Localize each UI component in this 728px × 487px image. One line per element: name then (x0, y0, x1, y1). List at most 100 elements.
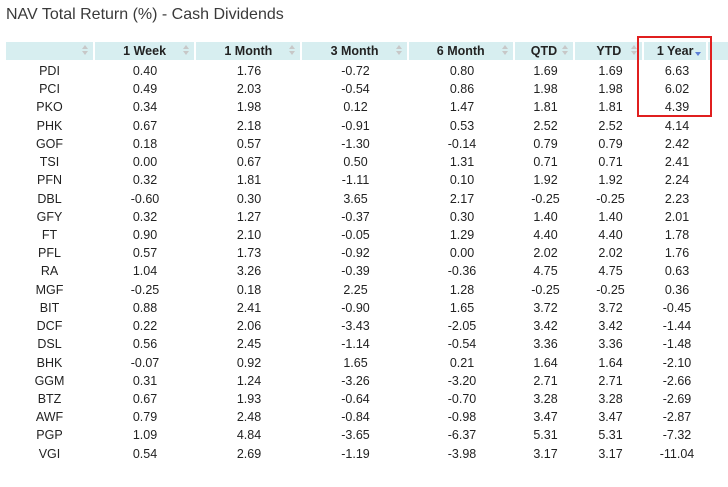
value-cell-3-month: -1.11 (341, 173, 370, 188)
table-row: RA 1.04 3.26 -0.39 -0.36 4.75 4.75 0.63 (6, 262, 728, 280)
value-cell-3-month: -1.30 (341, 136, 370, 151)
ticker-cell: TSI (39, 155, 60, 170)
value-cell-1-month: 2.03 (236, 82, 262, 97)
column-header-1-month[interactable]: 1 Month (196, 42, 301, 60)
ticker-cell: PGP (36, 428, 63, 443)
value-cell-ytd: 3.72 (598, 300, 623, 315)
value-cell-1-month: 2.06 (236, 319, 262, 334)
column-header-3-month[interactable]: 3 Month (302, 42, 407, 60)
table-row: GGM 0.31 1.24 -3.26 -3.20 2.71 2.71 -2.66 (6, 372, 728, 390)
table-row: DCF 0.22 2.06 -3.43 -2.05 3.42 3.42 -1.44 (6, 317, 728, 335)
value-cell-qtd: 1.81 (533, 100, 558, 115)
ticker-cell: BHK (36, 355, 63, 370)
value-cell-3-month: -3.43 (341, 319, 370, 334)
value-cell-1-week: 0.00 (132, 155, 158, 170)
ticker-cell: GOF (35, 136, 64, 151)
value-cell-1-year: 6.02 (664, 82, 690, 97)
value-cell-6-month: -3.98 (447, 446, 477, 461)
value-cell-1-year: -11.04 (659, 446, 695, 461)
table-row: PDI 0.40 1.76 -0.72 0.80 1.69 1.69 6.63 (6, 62, 728, 80)
ticker-cell: PKO (36, 100, 63, 115)
table-row: GFY 0.32 1.27 -0.37 0.30 1.40 1.40 2.01 (6, 208, 728, 226)
value-cell-1-year: 1.78 (664, 227, 690, 242)
value-cell-qtd: 3.47 (533, 410, 558, 425)
value-cell-6-month: -2.05 (447, 319, 477, 334)
value-cell-3-month: -3.26 (341, 373, 370, 388)
value-cell-1-year: 1.76 (664, 246, 690, 261)
value-cell-ytd: 0.79 (598, 136, 623, 151)
value-cell-6-month: 0.53 (449, 118, 475, 133)
value-cell-1-month: 2.48 (236, 410, 262, 425)
value-cell-ytd: -0.25 (596, 282, 625, 297)
value-cell-6-month: 1.28 (449, 282, 475, 297)
value-cell-qtd: -0.25 (531, 282, 560, 297)
value-cell-1-week: -0.07 (130, 355, 160, 370)
value-cell-3-month: -0.64 (341, 391, 370, 406)
value-cell-ytd: -0.25 (596, 191, 625, 206)
ticker-cell: BIT (39, 300, 60, 315)
value-cell-1-month: 1.27 (236, 209, 262, 224)
ticker-cell: PFN (37, 173, 62, 188)
value-cell-1-week: 1.04 (132, 264, 158, 279)
column-header-label: 1 Week (123, 44, 167, 58)
sort-icon[interactable] (562, 45, 569, 57)
ticker-cell: PFL (38, 246, 61, 261)
value-cell-6-month: -0.70 (447, 391, 477, 406)
value-cell-3-month: -1.19 (341, 446, 370, 461)
table-title: NAV Total Return (%) - Cash Dividends (6, 6, 284, 23)
column-header-ytd[interactable]: YTD (575, 42, 643, 60)
value-cell-3-month: -0.37 (341, 209, 370, 224)
value-cell-qtd: -0.25 (531, 191, 560, 206)
table-row: MGF -0.25 0.18 2.25 1.28 -0.25 -0.25 0.36 (6, 281, 728, 299)
value-cell-1-month: 1.76 (236, 64, 262, 78)
value-cell-6-month: 1.31 (449, 155, 475, 170)
value-cell-3-month: 0.12 (343, 100, 368, 115)
value-cell-1-week: 0.32 (132, 173, 158, 188)
value-cell-1-week: 0.79 (132, 410, 158, 425)
column-header-label: 1 Year (656, 44, 694, 58)
value-cell-1-week: 0.57 (132, 246, 158, 261)
value-cell-1-week: 0.18 (132, 136, 158, 151)
value-cell-qtd: 0.71 (533, 155, 558, 170)
sort-icon[interactable] (395, 45, 403, 57)
column-header-6-month[interactable]: 6 Month (408, 42, 513, 60)
value-cell-ytd: 3.17 (598, 446, 623, 461)
value-cell-ytd: 3.28 (598, 391, 623, 406)
column-header-extra (708, 42, 728, 60)
value-cell-1-year: -2.69 (662, 391, 692, 406)
value-cell-6-month: 0.10 (449, 173, 475, 188)
value-cell-qtd: 4.75 (533, 264, 558, 279)
value-cell-1-month: 3.26 (236, 264, 262, 279)
value-cell-qtd: 1.98 (533, 82, 558, 97)
value-cell-qtd: 1.40 (533, 209, 558, 224)
sort-descending-icon[interactable] (695, 45, 702, 57)
value-cell-ytd: 2.71 (598, 373, 623, 388)
ticker-cell: PDI (39, 64, 60, 78)
sort-icon[interactable] (501, 45, 509, 57)
sort-icon[interactable] (289, 45, 296, 57)
value-cell-3-month: 0.50 (343, 155, 368, 170)
value-cell-1-month: 0.92 (236, 355, 262, 370)
column-header-qtd[interactable]: QTD (514, 42, 574, 60)
column-header-1-week[interactable]: 1 Week (94, 42, 195, 60)
value-cell-1-month: 0.30 (236, 191, 262, 206)
value-cell-1-year: -2.66 (662, 373, 692, 388)
value-cell-6-month: 0.00 (449, 246, 475, 261)
value-cell-1-year: -1.44 (662, 319, 692, 334)
column-header-ticker[interactable] (6, 42, 93, 60)
value-cell-1-week: 0.40 (132, 64, 158, 78)
value-cell-1-week: -0.60 (130, 191, 160, 206)
sort-icon[interactable] (183, 45, 190, 57)
table-row: AWF 0.79 2.48 -0.84 -0.98 3.47 3.47 -2.87 (6, 408, 728, 426)
sort-icon[interactable] (81, 45, 89, 57)
value-cell-qtd: 3.42 (533, 319, 558, 334)
value-cell-qtd: 1.64 (533, 355, 558, 370)
value-cell-ytd: 1.40 (598, 209, 623, 224)
table-row: BTZ 0.67 1.93 -0.64 -0.70 3.28 3.28 -2.69 (6, 390, 728, 408)
ticker-cell: DBL (37, 191, 62, 206)
value-cell-1-week: 0.90 (132, 227, 158, 242)
sort-icon[interactable] (631, 45, 638, 57)
ticker-cell: MGF (35, 282, 64, 297)
column-header-1-year[interactable]: 1 Year (644, 42, 707, 60)
value-cell-1-year: 2.42 (664, 136, 690, 151)
